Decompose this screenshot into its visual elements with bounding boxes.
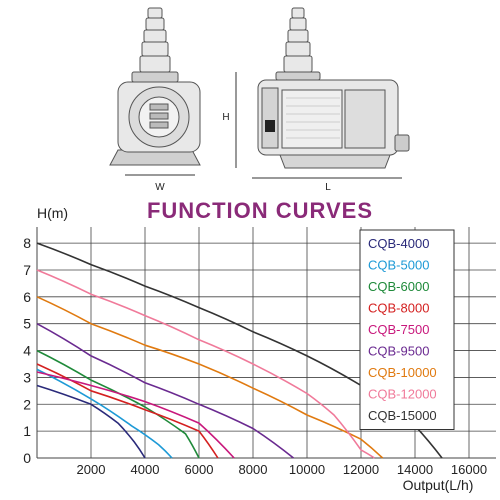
y-tick-label: 2 bbox=[23, 396, 31, 412]
x-tick-label: 14000 bbox=[397, 462, 433, 477]
x-axis-label: Output(L/h) bbox=[403, 477, 474, 493]
height-label: H bbox=[222, 112, 229, 123]
length-label: L bbox=[325, 182, 331, 193]
y-tick-label: 0 bbox=[23, 450, 31, 466]
pump-dimension-illustration: W H L bbox=[109, 7, 410, 193]
y-tick-label: 4 bbox=[23, 343, 31, 359]
x-tick-label: 6000 bbox=[185, 462, 214, 477]
curve-cqb-8000 bbox=[36, 363, 219, 459]
legend-entry: CQB-5000 bbox=[368, 258, 429, 273]
x-tick-label: 12000 bbox=[343, 462, 379, 477]
y-tick-label: 1 bbox=[23, 423, 31, 439]
x-tick-label: 8000 bbox=[239, 462, 268, 477]
chart-ticks: 0 1 2 3 4 5 6 7 8 2000 4000 6000 8000 10000 12000 14000… bbox=[23, 235, 487, 477]
y-tick-label: 6 bbox=[23, 289, 31, 305]
curve-cqb-7500 bbox=[36, 371, 235, 459]
function-curves-chart: 0 1 2 3 4 5 6 7 8 2000 4000 6000 8000 10000 12000 14000… bbox=[23, 205, 496, 493]
curve-cqb-5000 bbox=[36, 368, 173, 459]
curve-cqb-10000 bbox=[36, 296, 384, 459]
x-tick-label: 2000 bbox=[77, 462, 106, 477]
chart-series bbox=[36, 242, 443, 459]
legend-entry: CQB-9500 bbox=[368, 344, 429, 359]
y-axis-label: H(m) bbox=[37, 205, 68, 221]
pump-front-view bbox=[109, 7, 201, 166]
curve-cqb-4000 bbox=[36, 384, 146, 459]
legend-entry: CQB-12000 bbox=[368, 387, 437, 402]
y-tick-label: 8 bbox=[23, 235, 31, 251]
y-tick-label: 7 bbox=[23, 262, 31, 278]
curve-cqb-12000 bbox=[36, 269, 375, 459]
width-label: W bbox=[155, 182, 165, 193]
x-tick-label: 16000 bbox=[451, 462, 487, 477]
y-tick-label: 3 bbox=[23, 369, 31, 385]
chart-title: FUNCTION CURVES bbox=[146, 198, 374, 223]
x-tick-label: 10000 bbox=[289, 462, 325, 477]
curve-cqb-9500 bbox=[36, 322, 295, 459]
legend-entry: CQB-10000 bbox=[368, 365, 437, 380]
legend-entry: CQB-6000 bbox=[368, 279, 429, 294]
pump-side-grille bbox=[265, 120, 275, 132]
legend-entry: CQB-4000 bbox=[368, 236, 429, 251]
legend-entry: CQB-15000 bbox=[368, 408, 437, 423]
legend-entry: CQB-7500 bbox=[368, 322, 429, 337]
y-tick-label: 5 bbox=[23, 316, 31, 332]
legend-box bbox=[359, 229, 455, 430]
curve-cqb-6000 bbox=[36, 349, 200, 459]
chart-legend: CQB-4000 CQB-5000 CQB-6000 CQB-8000 CQB-7500… bbox=[359, 229, 455, 430]
pump-side-view bbox=[257, 7, 410, 169]
legend-entry: CQB-8000 bbox=[368, 301, 429, 316]
x-tick-label: 4000 bbox=[131, 462, 160, 477]
